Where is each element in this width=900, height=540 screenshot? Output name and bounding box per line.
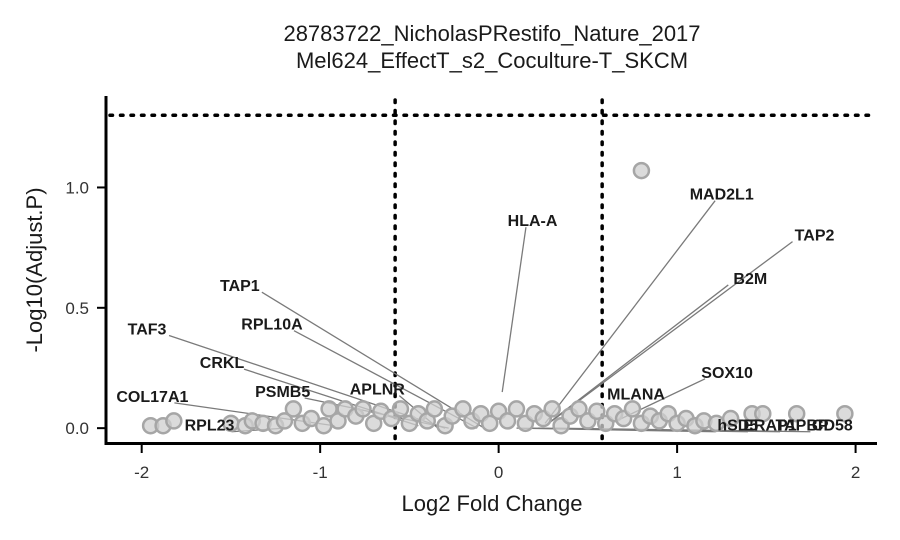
gene-label-erap1: ERAP1 [743,418,796,435]
gene-label-cd58: CD58 [812,418,853,435]
x-tick-label--1: -1 [313,463,328,482]
data-point-40 [543,400,561,418]
gene-label-crkl: CRKL [200,355,245,372]
data-point-13 [302,409,320,428]
gene-label-aplnr: APLNR [350,382,406,399]
leader-line-tap1 [261,291,485,429]
gene-label-tapbp: TAPBP [776,418,829,435]
gene-label-sox10: SOX10 [701,365,753,382]
data-points [141,161,854,435]
gene-label-col17a1: COL17A1 [116,389,188,406]
data-point-49 [623,400,642,418]
gene-label-rpl10a: RPL10A [241,317,303,334]
data-point-10 [275,412,294,430]
data-point-36 [507,400,526,418]
gene-label-hla-a: HLA-A [508,213,558,230]
x-axis-title: Log2 Fold Change [401,491,582,516]
data-point-33 [480,414,499,433]
gene-label-mad2l1: MAD2L1 [690,187,754,204]
data-point-43 [570,400,588,418]
chart-title-line-2: Mel624_EffectT_s2_Coculture-T_SKCM [296,48,688,73]
data-point-14 [314,416,333,435]
gene-labels: HLA-A MAD2L1 TAP2 B2M SOX10 MLANA TAP1 RPL10A TA… [116,187,853,435]
data-point-23 [391,400,410,418]
leader-line-mad2l1 [544,200,716,424]
data-point-63 [836,404,854,423]
data-point-27 [425,400,444,418]
data-point-62 [787,404,806,423]
gene-label-tap2: TAP2 [795,228,835,245]
y-axis-ticks: 0.0 0.5 1.0 [65,178,106,438]
x-tick-label--2: -2 [134,463,149,482]
chart-title-line-1: 28783722_NicholasPRestifo_Nature_2017 [283,21,700,46]
y-tick-label-0.5: 0.5 [65,299,89,318]
y-axis-title: -Log10(Adjust.P) [22,187,47,352]
leader-line-hla-a [501,227,527,393]
gene-label-mlana: MLANA [607,386,665,403]
leader-line-tap2 [548,241,793,424]
gene-label-taf3: TAF3 [128,321,167,338]
data-point-4 [165,412,183,430]
x-tick-label-0: 0 [494,463,503,482]
data-point-61 [754,404,772,423]
y-tick-label-1.0: 1.0 [65,178,89,197]
gene-label-rpl23: RPL23 [185,418,235,435]
data-point-30 [454,400,472,418]
data-point-45 [588,402,606,421]
data-point-35 [498,412,517,430]
data-point-11 [284,400,303,418]
gene-label-hsd5: hSD5 [717,418,758,435]
data-point-19 [354,400,372,418]
data-point-59 [721,409,740,428]
gene-label-psmb5: PSMB5 [255,384,310,401]
data-point-1 [632,161,651,180]
x-axis-ticks: -2 -1 0 1 2 [134,445,860,482]
x-tick-label-1: 1 [672,463,681,482]
gene-label-tap1: TAP1 [220,278,260,295]
y-tick-label-0.0: 0.0 [65,419,89,438]
gene-label-b2m: B2M [733,271,767,288]
x-tick-label-2: 2 [851,463,860,482]
